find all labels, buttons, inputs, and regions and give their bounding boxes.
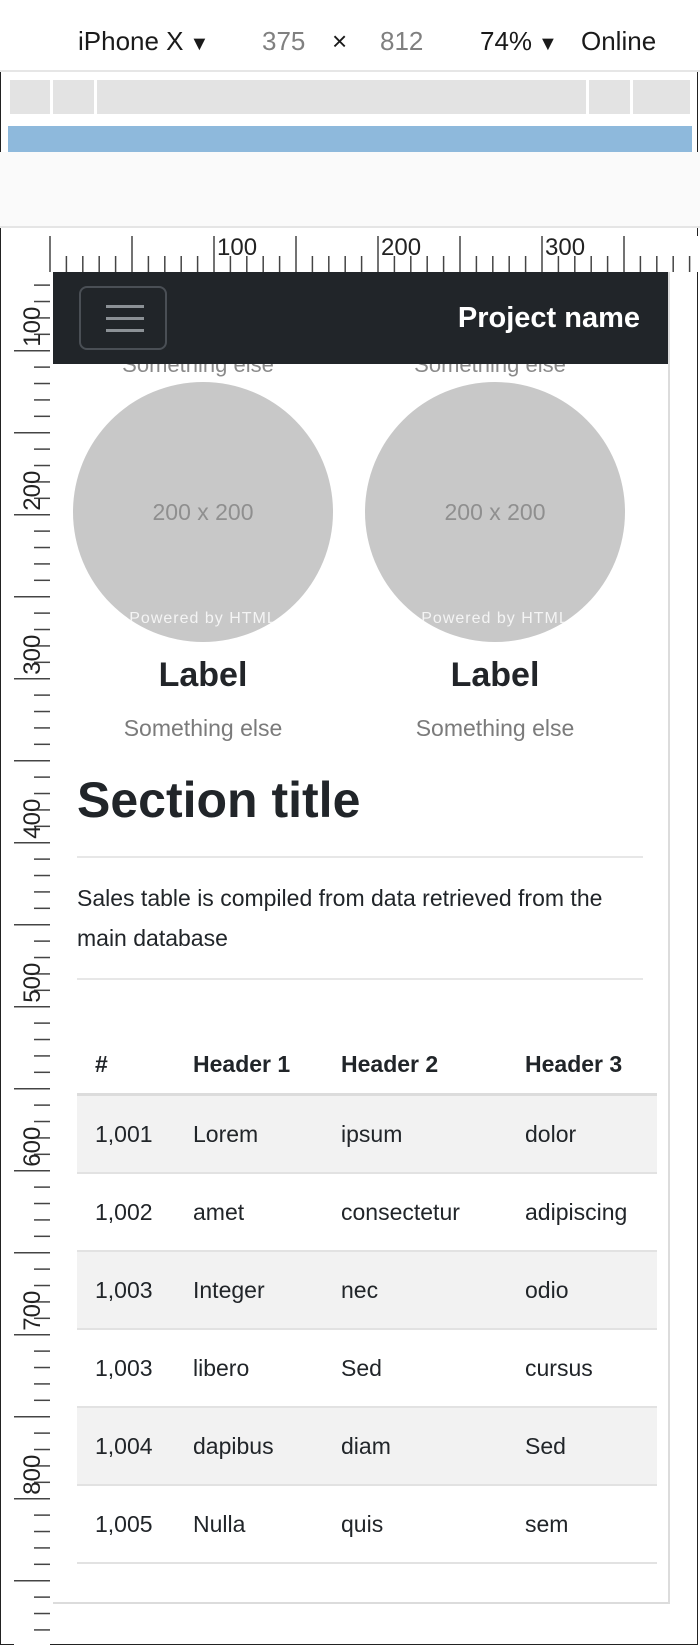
navbar-toggler[interactable] xyxy=(79,286,167,350)
table-cell: sem xyxy=(507,1485,657,1564)
table-row: 1,001 Lorem ipsum dolor xyxy=(77,1094,657,1174)
vertical-ruler-ticks: 100 200 300 400 500 600 700 800 xyxy=(14,284,50,1631)
ruler-label: 200 xyxy=(381,234,421,261)
media-query-marker[interactable] xyxy=(50,80,53,114)
chevron-down-icon: ▼ xyxy=(538,33,558,55)
table-cell: quis xyxy=(323,1485,507,1564)
placeholder-text: 200 x 200 xyxy=(444,499,546,525)
thumbnail-card: 200 x 200 Powered by HTML Label Somethin… xyxy=(365,382,625,742)
ruler-label: 200 xyxy=(19,471,46,511)
table-cell: amet xyxy=(183,1173,323,1252)
media-query-marker[interactable] xyxy=(94,80,97,114)
media-query-marker[interactable] xyxy=(630,80,633,114)
thumbnail-caption: Something else xyxy=(415,715,575,741)
table-header: Header 2 xyxy=(323,977,507,1096)
section-title: Section title xyxy=(77,772,361,828)
media-query-marker[interactable] xyxy=(586,80,589,114)
placeholder-image: 200 x 200 Powered by HTML xyxy=(73,382,333,642)
thumbnail-caption: Something else xyxy=(123,715,283,741)
ruler-label: 300 xyxy=(19,635,46,675)
table-header: Header 1 xyxy=(183,977,323,1096)
ruler-label: 800 xyxy=(19,1455,46,1495)
ruler-label: 700 xyxy=(19,1291,46,1331)
table-cell: adipiscing xyxy=(507,1173,657,1252)
zoom-select[interactable]: 74% ▼ xyxy=(480,26,558,57)
dimension-separator: × xyxy=(332,26,348,56)
table-header: # xyxy=(77,977,183,1096)
table-cell: Integer xyxy=(183,1251,323,1330)
zoom-value: 74% xyxy=(480,26,533,56)
thumbnail-label: Label xyxy=(158,656,248,694)
hamburger-icon xyxy=(106,329,144,332)
section-description: Sales table is compiled from data retrie… xyxy=(77,885,603,951)
table-row: 1,004 dapibus diam Sed xyxy=(77,1407,657,1486)
section: Section title Sales table is compiled fr… xyxy=(77,772,643,980)
table-row: 1,002 amet consectetur adipiscing xyxy=(77,1173,657,1252)
table-cell: cursus xyxy=(507,1329,657,1408)
toolbar-spacer xyxy=(0,152,700,228)
sales-table: # Header 1 Header 2 Header 3 1,001 Lorem… xyxy=(77,977,657,1564)
placeholder-text: 200 x 200 xyxy=(152,499,254,525)
table-header: Header 3 xyxy=(507,977,657,1096)
image-watermark: Powered by HTML xyxy=(129,610,277,627)
table-cell: 1,003 xyxy=(77,1251,183,1330)
ruler-label: 600 xyxy=(19,1127,46,1167)
table-cell: Nulla xyxy=(183,1485,323,1564)
max-width-media-query-bar[interactable] xyxy=(8,126,692,152)
navbar-brand[interactable]: Project name xyxy=(457,302,640,334)
ruler-label: 400 xyxy=(19,799,46,839)
thumbnail-label: Label xyxy=(450,656,540,694)
table-cell: 1,001 xyxy=(77,1094,183,1174)
vertical-ruler: 100 200 300 400 500 600 700 800 xyxy=(14,272,50,1647)
throttling-select[interactable]: Online xyxy=(581,26,657,56)
device-toolbar: iPhone X ▼ 375 × 812 74% ▼ Online xyxy=(0,0,700,72)
media-query-bar[interactable] xyxy=(10,80,690,114)
table-cell: dapibus xyxy=(183,1407,323,1486)
table-cell: consectetur xyxy=(323,1173,507,1252)
device-select[interactable]: iPhone X ▼ xyxy=(78,26,209,57)
table-cell: odio xyxy=(507,1251,657,1330)
table-cell: Sed xyxy=(507,1407,657,1486)
device-name: iPhone X xyxy=(78,26,184,56)
table-cell: ipsum xyxy=(323,1094,507,1174)
table-cell: 1,002 xyxy=(77,1173,183,1252)
ruler-label: 100 xyxy=(217,234,257,261)
table-cell: diam xyxy=(323,1407,507,1486)
hamburger-icon xyxy=(106,317,144,320)
table-cell: Sed xyxy=(323,1329,507,1408)
chevron-down-icon: ▼ xyxy=(189,33,210,55)
table-cell: libero xyxy=(183,1329,323,1408)
image-watermark: Powered by HTML xyxy=(421,610,569,627)
table-row: 1,003 Integer nec odio xyxy=(77,1251,657,1330)
navbar: Project name xyxy=(53,272,668,364)
device-viewport: Something else Something else Project na… xyxy=(53,272,670,1604)
placeholder-image: 200 x 200 Powered by HTML xyxy=(365,382,625,642)
table-row: 1,005 Nulla quis sem xyxy=(77,1485,657,1564)
ruler-label: 500 xyxy=(19,963,46,1003)
table-cell: nec xyxy=(323,1251,507,1330)
ruler-label: 300 xyxy=(545,234,585,261)
table-header-row: # Header 1 Header 2 Header 3 xyxy=(77,977,657,1096)
table-cell: dolor xyxy=(507,1094,657,1174)
table-cell: 1,003 xyxy=(77,1329,183,1408)
viewport-height-input[interactable]: 812 xyxy=(380,26,424,56)
horizontal-ruler: 100 200 300 xyxy=(49,234,700,272)
table-cell: 1,004 xyxy=(77,1407,183,1486)
viewport-width-input[interactable]: 375 xyxy=(262,26,306,56)
ruler-label: 100 xyxy=(19,307,46,347)
table-cell: 1,005 xyxy=(77,1485,183,1564)
horizontal-ruler-ticks: 100 200 300 xyxy=(49,234,691,272)
divider xyxy=(77,856,643,858)
table-row: 1,003 libero Sed cursus xyxy=(77,1329,657,1408)
thumbnail-card: 200 x 200 Powered by HTML Label Somethin… xyxy=(73,382,333,742)
hamburger-icon xyxy=(106,305,144,308)
table-cell: Lorem xyxy=(183,1094,323,1174)
